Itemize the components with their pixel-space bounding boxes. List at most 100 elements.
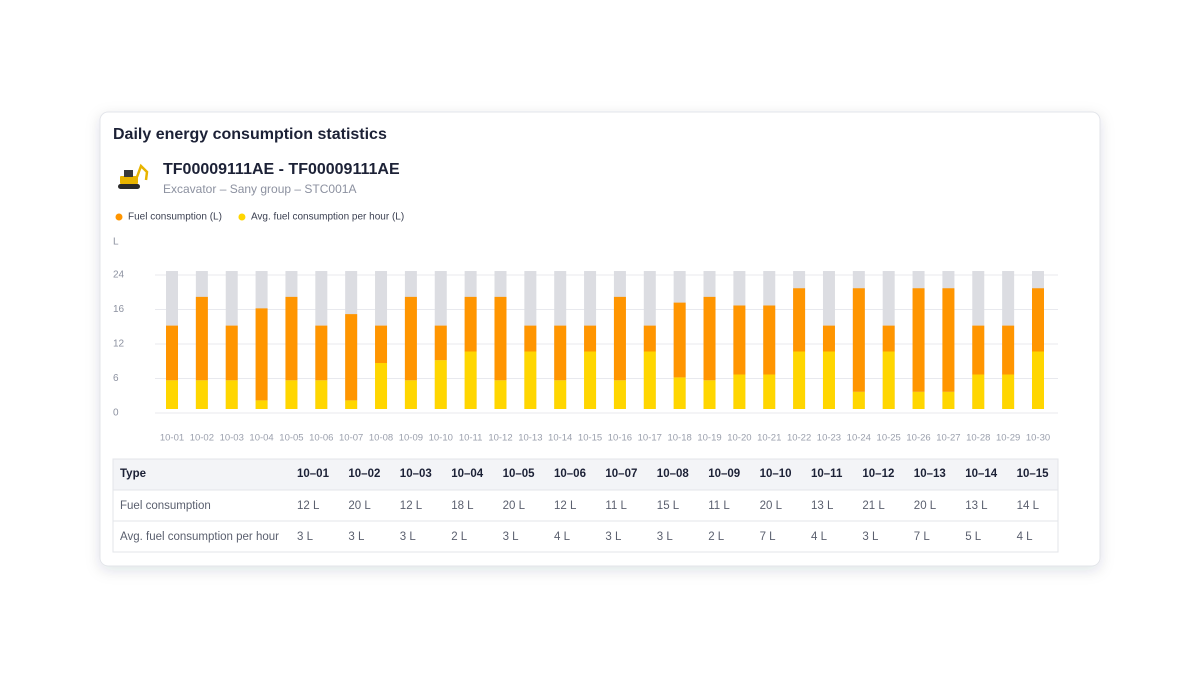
table-cell: 20 L: [760, 500, 783, 512]
bar-segment: [793, 288, 806, 352]
x-tick-label: 10-01: [160, 433, 184, 444]
bar-segment: [972, 325, 985, 375]
table-cell: 5 L: [965, 531, 982, 543]
bar-segment: [225, 380, 238, 409]
bar-segment: [763, 305, 776, 375]
x-tick-label: 10-26: [906, 433, 930, 444]
bar-segment: [822, 325, 835, 352]
x-tick-label: 10-22: [787, 433, 811, 444]
bar-segment: [345, 400, 358, 409]
x-tick-label: 10-13: [518, 433, 542, 444]
bar-segment: [554, 380, 567, 409]
bar-segment: [494, 380, 507, 409]
x-tick-label: 10-16: [608, 433, 632, 444]
table-header-cell: 10–07: [605, 468, 637, 480]
x-tick-label: 10-03: [220, 433, 244, 444]
table-header-cell: 10–02: [348, 468, 380, 480]
x-tick-label: 10-17: [638, 433, 662, 444]
bar-segment: [942, 391, 955, 409]
bar-segment: [404, 296, 417, 381]
table-cell: 3 L: [348, 531, 365, 543]
x-tick-label: 10-28: [966, 433, 990, 444]
x-tick-label: 10-20: [727, 433, 751, 444]
table-header-cell: 10–12: [862, 468, 894, 480]
table-cell: 12 L: [400, 500, 423, 512]
bar-segment: [673, 302, 686, 378]
bar-segment: [554, 325, 567, 381]
bar-segment: [852, 391, 865, 409]
table-cell: 14 L: [1017, 500, 1040, 512]
x-tick-label: 10-18: [667, 433, 691, 444]
table-cell: 3 L: [862, 531, 879, 543]
bar-segment: [643, 351, 656, 409]
bar-segment: [285, 296, 298, 381]
bar-segment: [404, 380, 417, 409]
table-cell: 20 L: [914, 500, 937, 512]
y-tick-label: 12: [113, 339, 125, 350]
table-cell: 3 L: [400, 531, 417, 543]
x-tick-label: 10-06: [309, 433, 333, 444]
bar-segment: [285, 380, 298, 409]
x-tick-label: 10-27: [936, 433, 960, 444]
bar-segment: [882, 351, 895, 409]
bar-segment: [255, 400, 268, 409]
table-cell: 3 L: [657, 531, 674, 543]
x-tick-label: 10-05: [279, 433, 303, 444]
table-cell: 12 L: [297, 500, 320, 512]
bar-segment: [763, 374, 776, 409]
bar-segment: [793, 351, 806, 409]
x-tick-label: 10-15: [578, 433, 602, 444]
x-tick-label: 10-04: [249, 433, 273, 444]
table-header-cell: 10–04: [451, 468, 484, 480]
bar-segment: [166, 380, 178, 409]
bar-segment: [375, 325, 388, 363]
bar-segment: [972, 374, 985, 409]
bar-segment: [1002, 374, 1015, 409]
x-tick-label: 10-23: [817, 433, 841, 444]
excavator-icon: [118, 163, 149, 189]
bar-segment: [315, 380, 328, 409]
table-cell: 4 L: [811, 531, 828, 543]
table-header-cell: 10–09: [708, 468, 740, 480]
table-cell: 12 L: [554, 500, 577, 512]
bar-segment: [852, 288, 865, 392]
x-tick-label: 10-29: [996, 433, 1020, 444]
table-cell: 13 L: [811, 500, 834, 512]
table-cell: 3 L: [605, 531, 622, 543]
table-cell: 11 L: [605, 500, 627, 512]
table-cell: 11 L: [708, 500, 730, 512]
x-tick-label: 10-11: [459, 433, 483, 444]
bar-segment: [524, 325, 537, 352]
bar-segment: [434, 325, 447, 361]
x-tick-label: 10-24: [847, 433, 871, 444]
y-tick-label: 6: [113, 373, 119, 384]
bar-segment: [942, 288, 955, 392]
table-header-cell: 10–05: [503, 468, 536, 480]
card: [99, 111, 1101, 567]
card-title: Daily energy consumption statistics: [113, 126, 387, 143]
x-tick-label: 10-02: [190, 433, 214, 444]
bar-segment: [584, 325, 597, 352]
table-cell: 2 L: [451, 531, 468, 543]
bar-segment: [613, 296, 626, 381]
x-tick-label: 10-30: [1026, 433, 1050, 444]
x-tick-label: 10-19: [697, 433, 721, 444]
bar-segment: [345, 314, 358, 401]
bar-segment: [494, 296, 507, 381]
table-header-cell: 10–01: [297, 468, 330, 480]
bar-segment: [225, 325, 238, 381]
x-tick-label: 10-14: [548, 433, 572, 444]
bar-segment: [703, 380, 716, 409]
table-cell: 20 L: [348, 500, 371, 512]
y-tick-label: 16: [113, 304, 125, 315]
bar-segment: [464, 351, 477, 409]
x-tick-label: 10-09: [399, 433, 423, 444]
bar-segment: [166, 325, 178, 381]
bar-segment: [912, 391, 925, 409]
table-cell: 3 L: [503, 531, 520, 543]
table-cell: 21 L: [862, 500, 885, 512]
bar-segment: [375, 363, 388, 409]
table-cell: 18 L: [451, 500, 474, 512]
bar-segment: [643, 325, 656, 352]
